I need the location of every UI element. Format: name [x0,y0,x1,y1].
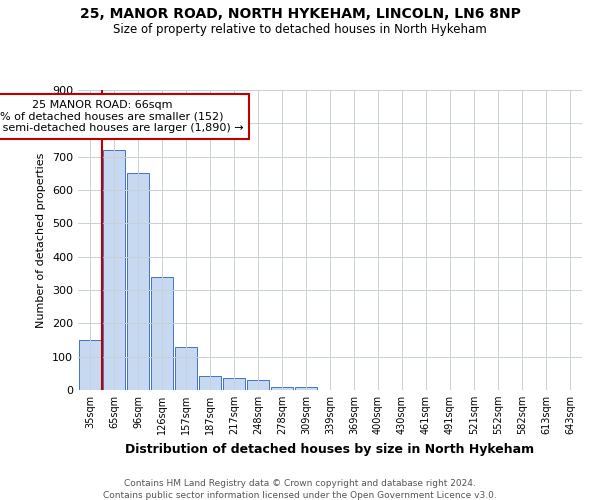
Bar [127,174,149,390]
Bar [175,346,197,390]
Bar [79,340,101,390]
Bar [151,276,173,390]
Bar [295,388,317,390]
Text: Contains public sector information licensed under the Open Government Licence v3: Contains public sector information licen… [103,491,497,500]
Bar [103,150,125,390]
Y-axis label: Number of detached properties: Number of detached properties [37,152,46,328]
Bar [247,380,269,390]
Text: 25 MANOR ROAD: 66sqm
← 7% of detached houses are smaller (152)
92% of semi-detac: 25 MANOR ROAD: 66sqm ← 7% of detached ho… [0,100,244,133]
Bar [223,378,245,390]
Text: 25, MANOR ROAD, NORTH HYKEHAM, LINCOLN, LN6 8NP: 25, MANOR ROAD, NORTH HYKEHAM, LINCOLN, … [80,8,520,22]
Bar [199,376,221,390]
Text: Contains HM Land Registry data © Crown copyright and database right 2024.: Contains HM Land Registry data © Crown c… [124,479,476,488]
Text: Size of property relative to detached houses in North Hykeham: Size of property relative to detached ho… [113,22,487,36]
Bar [271,386,293,390]
Text: Distribution of detached houses by size in North Hykeham: Distribution of detached houses by size … [125,442,535,456]
